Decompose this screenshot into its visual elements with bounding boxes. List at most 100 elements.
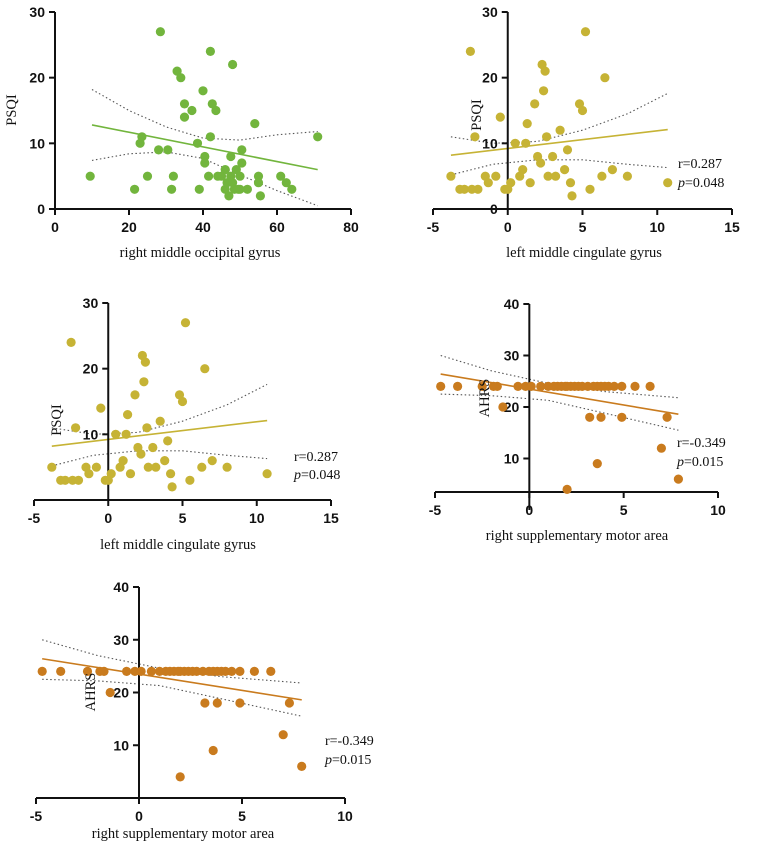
- panel-4-p-value: =0.015: [684, 455, 723, 470]
- panel-2-data-point: [622, 171, 633, 181]
- panel-2-x-tick-label: -5: [427, 219, 440, 235]
- panel-3-data-point: [200, 364, 210, 374]
- panel-3-ylabel: PSQI: [49, 404, 65, 436]
- panel-2-data-point: [530, 99, 540, 109]
- panel-4-y-tick-label: 30: [504, 348, 520, 364]
- panel-4-x-tick-label: 10: [710, 502, 726, 518]
- panel-1-data-point: [228, 59, 238, 70]
- panel-3-x-tick-label: 5: [179, 510, 187, 526]
- panel-3: -5 0 5 10 15 10 20 30 PSQI left middle cingulat…: [28, 295, 341, 553]
- panel-2-xlabel: left middle cingulate gyrus: [506, 245, 662, 261]
- panel-2-data-point: [607, 165, 618, 175]
- panel-2-data-point: [567, 191, 577, 201]
- panel-4-x-tick-label: 0: [525, 502, 533, 518]
- panel-5-y-tick-label: 30: [113, 632, 129, 648]
- panel-4-data-point: [645, 381, 655, 391]
- panel-2-data-point: [518, 165, 528, 175]
- panel-1-fit-line: [91, 124, 318, 171]
- panel-1-data-point: [287, 184, 297, 194]
- panel-2-data-point: [522, 119, 532, 129]
- panel-3-data-point: [136, 449, 146, 459]
- panel-4-p-label: p: [676, 455, 684, 470]
- panel-3-data-point: [125, 469, 136, 479]
- panel-1-data-point: [200, 151, 210, 162]
- panel-2-fit-line: [450, 128, 668, 156]
- panel-1-data-point: [242, 184, 252, 194]
- panel-1-x-tick-label: 40: [195, 219, 211, 235]
- panel-3-data-point: [130, 390, 140, 400]
- panel-5-data-point: [249, 666, 259, 677]
- panel-2-y-tick-label: 20: [482, 70, 498, 86]
- panel-3-data-point: [66, 337, 76, 347]
- panel-1-data-point: [220, 165, 230, 175]
- panel-2-x-tick-label: 10: [649, 219, 665, 235]
- panel-4-p-stat: p=0.015: [676, 455, 723, 470]
- panel-2-p-value: =0.048: [685, 176, 724, 191]
- panel-5-x-tick-label: -5: [30, 808, 43, 824]
- panel-2-data-point: [542, 132, 552, 142]
- panel-2-data-point: [446, 171, 456, 181]
- panel-5-data-point: [227, 666, 237, 677]
- panel-1-data-point: [154, 145, 164, 155]
- panel-2: -5 0 5 10 15 0 10 20 30 PSQI left middle cingula…: [427, 4, 740, 261]
- panel-1-data-point: [204, 171, 214, 181]
- panel-3-xlabel: left middle cingulate gyrus: [100, 537, 256, 553]
- panel-1-data-point: [237, 158, 247, 168]
- panel-3-fit-line: [51, 419, 268, 447]
- panel-3-data-point: [142, 423, 152, 433]
- panel-2-y-tick-label: 10: [482, 135, 498, 151]
- panel-3-data-point: [167, 482, 177, 492]
- panel-1-data-point: [142, 171, 153, 181]
- panel-1-data-point: [179, 112, 190, 122]
- panel-3-data-point: [222, 462, 232, 472]
- panel-4-data-point: [673, 474, 684, 484]
- panel-2-data-point: [483, 178, 493, 188]
- panel-2-data-point: [543, 171, 553, 181]
- panel-5-fit-line: [42, 657, 302, 701]
- panel-2-r-stat: r=0.287: [678, 157, 722, 172]
- panel-2-data-point: [510, 138, 520, 148]
- panel-5: -5 0 5 10 10 20 30 40 AHRS right supplementary …: [30, 579, 374, 842]
- panel-4-data-point: [630, 381, 640, 391]
- panel-5-data-point: [37, 666, 47, 677]
- panel-2-data-point: [540, 66, 550, 76]
- panel-4-y-tick-label: 10: [504, 451, 520, 467]
- panel-4-data-point: [592, 459, 602, 469]
- panel-2-data-point: [459, 184, 469, 194]
- panel-5-x-tick-label: 10: [337, 808, 353, 824]
- panel-4-data-point: [656, 443, 667, 453]
- panel-1-y-tick-label: 0: [37, 201, 45, 217]
- panel-2-x-tick-label: 15: [724, 219, 740, 235]
- panel-5-x-tick-label: 5: [238, 808, 246, 824]
- panel-4-r-stat: r=-0.349: [677, 436, 726, 451]
- panel-3-data-point: [140, 357, 150, 367]
- panel-5-x-tick-label: 0: [135, 808, 143, 824]
- panel-2-data-point: [536, 158, 546, 168]
- panel-4-data-point: [513, 381, 523, 391]
- panel-2-ci-upper-band: [450, 92, 668, 144]
- panel-3-y-tick-label: 30: [83, 295, 99, 311]
- panel-2-data-point: [506, 178, 516, 188]
- panel-4-marks: -5 0 5 10 10 20 30 40: [429, 296, 726, 518]
- panel-4-data-point: [562, 484, 572, 494]
- panel-5-data-point: [175, 772, 185, 782]
- panel-1-data-point: [226, 151, 236, 162]
- panel-2-x-tick-label: 5: [579, 219, 587, 235]
- panel-4-x-tick-label: -5: [429, 502, 442, 518]
- panel-5-data-point: [235, 666, 245, 677]
- panel-4-data-point: [526, 381, 536, 391]
- panel-1-data-point: [155, 27, 165, 37]
- panel-4-ci-upper-band: [440, 354, 679, 399]
- panel-3-data-point: [155, 416, 165, 426]
- panel-5-r-stat: r=-0.349: [325, 734, 374, 749]
- panel-4-y-tick-label: 40: [504, 296, 520, 312]
- panel-3-data-point: [148, 442, 158, 453]
- panel-4-data-point: [436, 381, 446, 391]
- panel-4: -5 0 5 10 10 20 30 40 AHRS right supplementary …: [429, 296, 726, 544]
- panel-1-data-point: [313, 132, 323, 142]
- panel-1-data-point: [250, 119, 260, 129]
- panel-3-data-point: [197, 462, 207, 472]
- panel-4-data-point: [585, 412, 595, 422]
- panel-5-data-point: [235, 698, 245, 708]
